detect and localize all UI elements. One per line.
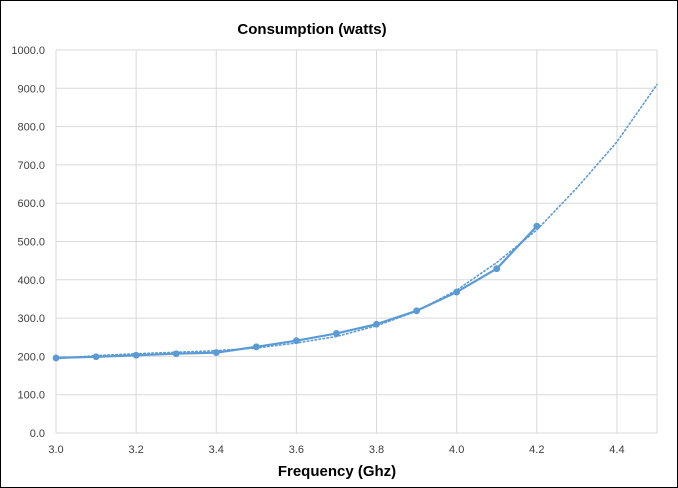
- y-tick-label: 1000.0: [11, 45, 45, 57]
- x-tick-label: 4.4: [609, 444, 624, 456]
- x-tick-label: 4.2: [529, 444, 544, 456]
- data-point: [493, 265, 501, 273]
- y-tick-label: 0.0: [30, 428, 45, 440]
- y-tick-label: 300.0: [17, 313, 45, 325]
- y-tick-label: 800.0: [17, 122, 45, 134]
- chart-title: Consumption (watts): [237, 21, 386, 38]
- x-tick-label: 3.4: [209, 444, 224, 456]
- data-point: [453, 288, 461, 296]
- grid: [55, 49, 658, 434]
- x-axis-label: Frequency (Ghz): [278, 463, 396, 480]
- y-tick-label: 200.0: [17, 351, 45, 363]
- x-tick-label: 3.8: [369, 444, 384, 456]
- data-point: [212, 349, 220, 356]
- data-point: [52, 354, 60, 362]
- x-tick-label: 3.0: [48, 444, 63, 456]
- data-point: [252, 343, 260, 351]
- y-tick-label: 100.0: [17, 390, 45, 402]
- y-tick-label: 600.0: [17, 198, 45, 210]
- data-point: [293, 337, 300, 345]
- x-tick-label: 3.2: [128, 444, 143, 456]
- series-layer: [52, 83, 658, 362]
- x-tick-label: 3.6: [289, 444, 304, 456]
- data-point: [172, 350, 180, 358]
- y-tick-label: 700.0: [17, 160, 45, 172]
- data-point: [132, 351, 140, 359]
- x-tick-label: 4.0: [449, 444, 464, 456]
- y-tick-label: 400.0: [17, 275, 45, 287]
- data-point: [333, 330, 340, 337]
- axis-ticks: 0.0 100.0 200.0 300.0 400.0 500.0 600.0 700.0 80…: [11, 45, 624, 456]
- data-point: [413, 307, 420, 315]
- y-tick-label: 900.0: [17, 83, 45, 95]
- data-point: [373, 320, 380, 328]
- data-point: [92, 353, 100, 361]
- y-tick-label: 500.0: [17, 237, 45, 249]
- data-point: [533, 222, 541, 230]
- trendline: [55, 83, 658, 360]
